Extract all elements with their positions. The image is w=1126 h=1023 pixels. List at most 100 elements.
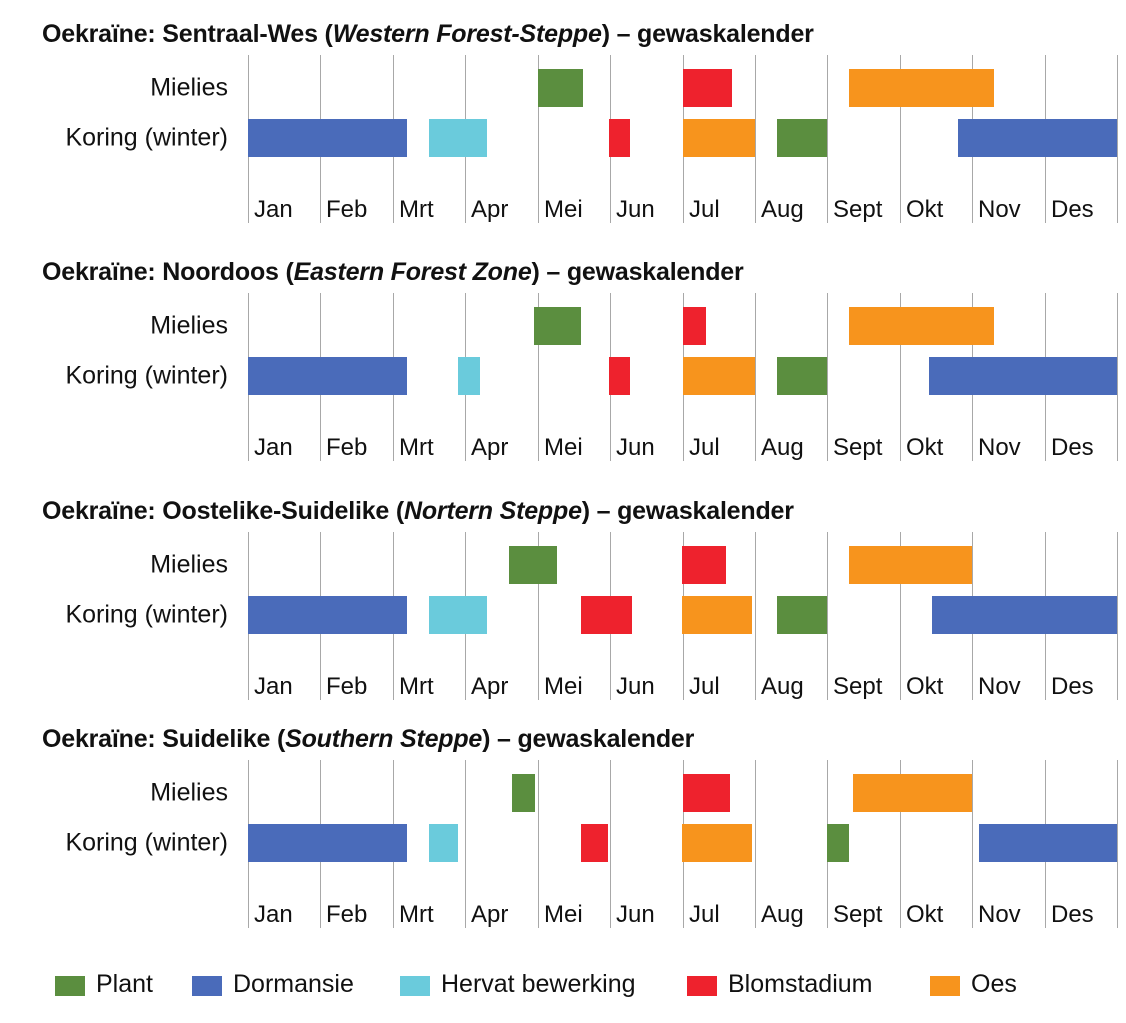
bar-flowering — [581, 596, 632, 634]
month-tick-label: Feb — [326, 434, 368, 461]
month-tick-label: Mei — [544, 901, 583, 928]
month-tick-label: Mei — [544, 434, 583, 461]
bar-regrowth — [458, 357, 480, 395]
month-tick-label: Apr — [471, 673, 509, 700]
month-tick-label: Okt — [906, 901, 944, 928]
bar-regrowth — [429, 596, 487, 634]
month-tick-label: Mei — [544, 196, 583, 223]
bar-harvest — [849, 69, 994, 107]
month-tick-label: Des — [1051, 673, 1094, 700]
month-tick-label: Nov — [978, 901, 1021, 928]
month-gridline — [538, 55, 539, 223]
month-tick-label: Apr — [471, 901, 509, 928]
month-tick-label: Des — [1051, 901, 1094, 928]
month-gridline — [900, 55, 901, 223]
bar-harvest — [852, 774, 973, 812]
bar-dormancy — [248, 824, 408, 862]
legend-swatch-dormancy — [192, 976, 222, 996]
month-tick-label: Sept — [833, 196, 883, 223]
month-gridline — [755, 55, 756, 223]
month-tick-label: Nov — [978, 434, 1021, 461]
bar-flowering — [682, 307, 707, 345]
month-tick-label: Sept — [833, 901, 883, 928]
month-tick-label: Mrt — [399, 673, 434, 700]
chart-title-prefix: Oekraïne: Suidelike ( — [42, 725, 286, 753]
month-tick-label: Mrt — [399, 196, 434, 223]
month-tick-label: Jan — [254, 434, 293, 461]
month-gridline — [538, 293, 539, 461]
month-tick-label: Jun — [616, 901, 655, 928]
chart-title-suffix: ) – gewaskalender — [601, 20, 814, 48]
legend-label: Plant — [96, 970, 153, 998]
month-gridline — [538, 532, 539, 700]
crop-label: Koring (winter) — [65, 600, 228, 629]
month-gridline — [1117, 293, 1118, 461]
crop-label: Mielies — [150, 778, 228, 807]
chart-title-prefix: Oekraïne: Oostelike-Suidelike ( — [42, 497, 404, 525]
bar-dormancy — [248, 357, 408, 395]
bar-flowering — [682, 774, 730, 812]
legend-label: Oes — [971, 970, 1017, 998]
bar-dormancy — [248, 119, 408, 157]
month-tick-label: Jul — [689, 196, 720, 223]
month-gridline — [827, 293, 828, 461]
month-gridline — [972, 760, 973, 928]
month-tick-label: Sept — [833, 434, 883, 461]
chart-title: Oekraïne: Noordoos (Eastern Forest Zone)… — [42, 258, 744, 287]
legend-swatch-plant — [55, 976, 85, 996]
crop-label: Mielies — [150, 550, 228, 579]
legend-swatch-regrowth — [400, 976, 430, 996]
month-tick-label: Nov — [978, 196, 1021, 223]
month-tick-label: Nov — [978, 673, 1021, 700]
month-gridline — [827, 55, 828, 223]
bar-dormancy — [979, 824, 1117, 862]
legend-label: Dormansie — [233, 970, 354, 998]
month-tick-label: Jan — [254, 901, 293, 928]
month-tick-label: Jan — [254, 673, 293, 700]
month-gridline — [755, 532, 756, 700]
chart-title-italic: Western Forest-Steppe — [332, 20, 602, 48]
chart-title-suffix: ) – gewaskalender — [482, 725, 695, 753]
chart-title-suffix: ) – gewaskalender — [581, 497, 794, 525]
month-tick-label: Okt — [906, 434, 944, 461]
bar-plant — [537, 69, 584, 107]
bar-plant — [776, 357, 828, 395]
month-gridline — [900, 293, 901, 461]
month-tick-label: Okt — [906, 196, 944, 223]
crop-label: Koring (winter) — [65, 361, 228, 390]
crop-label: Mielies — [150, 311, 228, 340]
month-tick-label: Aug — [761, 901, 804, 928]
bar-flowering — [581, 824, 608, 862]
crop-label: Koring (winter) — [65, 828, 228, 857]
month-tick-label: Jul — [689, 434, 720, 461]
month-gridline — [755, 293, 756, 461]
month-gridline — [900, 760, 901, 928]
bar-plant — [512, 774, 536, 812]
month-tick-label: Apr — [471, 196, 509, 223]
month-tick-label: Mrt — [399, 434, 434, 461]
bar-dormancy — [932, 596, 1117, 634]
legend-swatch-harvest — [930, 976, 960, 996]
bar-harvest — [682, 357, 755, 395]
month-tick-label: Apr — [471, 434, 509, 461]
bar-plant — [776, 596, 828, 634]
bar-harvest — [682, 119, 755, 157]
month-tick-label: Jul — [689, 673, 720, 700]
bar-regrowth — [429, 119, 487, 157]
month-gridline — [1117, 760, 1118, 928]
bar-plant — [776, 119, 828, 157]
month-tick-label: Jun — [616, 196, 655, 223]
month-tick-label: Aug — [761, 434, 804, 461]
month-gridline — [538, 760, 539, 928]
month-tick-label: Feb — [326, 196, 368, 223]
month-tick-label: Sept — [833, 673, 883, 700]
month-tick-label: Mrt — [399, 901, 434, 928]
bar-regrowth — [429, 824, 458, 862]
chart-title-suffix: ) – gewaskalender — [531, 258, 744, 286]
legend-swatch-flowering — [687, 976, 717, 996]
month-gridline — [610, 760, 611, 928]
month-tick-label: Feb — [326, 673, 368, 700]
bar-flowering — [681, 546, 726, 584]
month-gridline — [900, 532, 901, 700]
bar-plant — [826, 824, 850, 862]
